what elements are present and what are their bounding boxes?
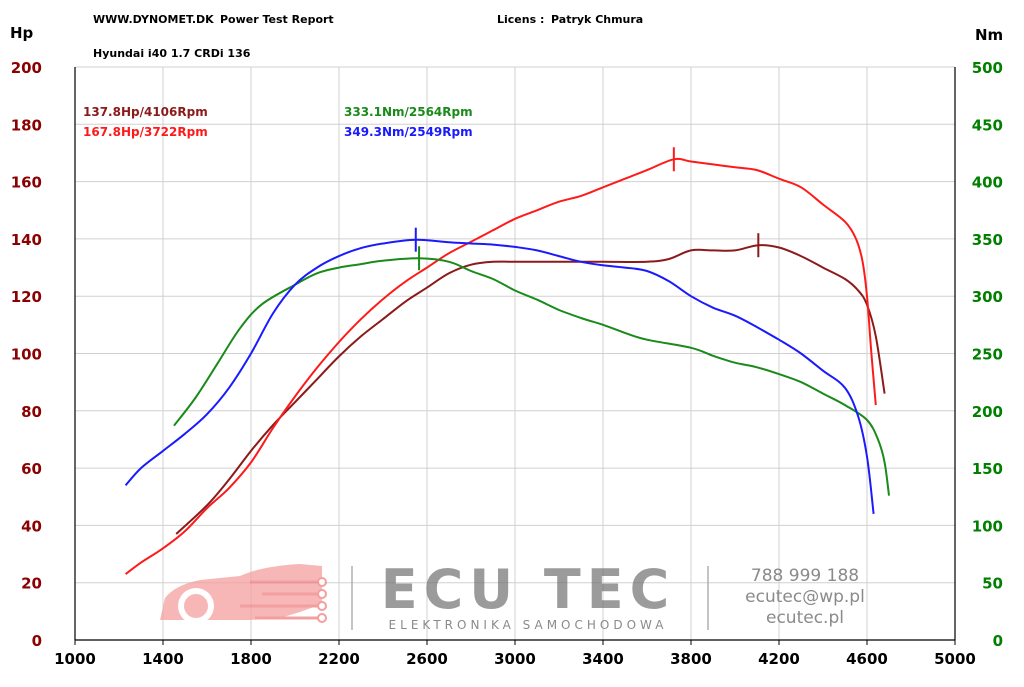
series-line-nm_tuned xyxy=(124,238,875,515)
legend-hp-stock: 137.8Hp/4106Rpm xyxy=(83,105,208,119)
legend-nm-stock: 333.1Nm/2564Rpm xyxy=(344,105,473,119)
right-tick-label: 300 xyxy=(972,288,1003,306)
x-tick-label: 3400 xyxy=(582,650,624,668)
chart-series xyxy=(124,147,890,575)
left-tick-label: 160 xyxy=(11,174,42,192)
x-tick-label: 2600 xyxy=(406,650,448,668)
ecutec-watermark: ECU TEC ELEKTRONIKA SAMOCHODOWA 788 999 … xyxy=(160,558,865,632)
series-line-hp_tuned xyxy=(125,157,877,575)
left-tick-label: 200 xyxy=(11,59,42,77)
left-tick-label: 120 xyxy=(11,288,42,306)
left-tick-label: 60 xyxy=(21,460,42,478)
x-tick-label: 5000 xyxy=(934,650,976,668)
left-tick-label: 100 xyxy=(11,346,42,364)
left-tick-label: 0 xyxy=(32,632,42,650)
right-tick-label: 150 xyxy=(972,460,1003,478)
x-tick-label: 4200 xyxy=(758,650,800,668)
left-tick-label: 40 xyxy=(21,517,42,535)
x-tick-label: 1400 xyxy=(142,650,184,668)
x-tick-label: 4600 xyxy=(846,650,888,668)
x-tick-label: 3000 xyxy=(494,650,536,668)
legend-hp-tuned: 167.8Hp/3722Rpm xyxy=(83,125,208,139)
right-tick-label: 250 xyxy=(972,346,1003,364)
left-axis-unit: Hp xyxy=(10,24,34,42)
watermark-phone: 788 999 188 xyxy=(751,566,859,586)
report-title: Power Test Report xyxy=(220,13,334,26)
right-tick-label: 500 xyxy=(972,59,1003,77)
vehicle-name: Hyundai i40 1.7 CRDi 136 xyxy=(93,47,251,60)
chart-grid xyxy=(74,66,956,641)
right-axis-unit: Nm xyxy=(975,26,1004,44)
right-tick-label: 450 xyxy=(972,116,1003,134)
series-line-hp_stock xyxy=(175,244,886,535)
x-tick-label: 1800 xyxy=(230,650,272,668)
watermark-site: ecutec.pl xyxy=(766,608,844,628)
watermark-email: ecutec@wp.pl xyxy=(745,587,865,607)
watermark-tagline: ELEKTRONIKA SAMOCHODOWA xyxy=(389,618,668,632)
x-tick-label: 3800 xyxy=(670,650,712,668)
licence-label: Licens : xyxy=(497,13,545,26)
right-tick-label: 50 xyxy=(982,575,1003,593)
licence-name: Patryk Chmura xyxy=(551,13,644,26)
left-tick-label: 80 xyxy=(21,403,42,421)
x-tick-label: 1000 xyxy=(54,650,96,668)
right-tick-label: 0 xyxy=(993,632,1003,650)
legend-nm-tuned: 349.3Nm/2549Rpm xyxy=(344,125,473,139)
left-tick-label: 20 xyxy=(21,575,42,593)
x-tick-label: 2200 xyxy=(318,650,360,668)
left-tick-label: 140 xyxy=(11,231,42,249)
axis-ticks: 0 20 40 60 80 100 120 140 160 180 200 0 50 100 150 200 2… xyxy=(11,59,1003,668)
right-tick-label: 350 xyxy=(972,231,1003,249)
watermark-brand: ECU TEC xyxy=(381,558,676,621)
car-logo-icon xyxy=(160,564,327,624)
series-line-nm_stock xyxy=(173,257,890,496)
right-tick-label: 400 xyxy=(972,174,1003,192)
left-tick-label: 180 xyxy=(11,116,42,134)
right-tick-label: 200 xyxy=(972,403,1003,421)
site-name: WWW.DYNOMET.DK xyxy=(93,13,214,26)
right-tick-label: 100 xyxy=(972,517,1003,535)
